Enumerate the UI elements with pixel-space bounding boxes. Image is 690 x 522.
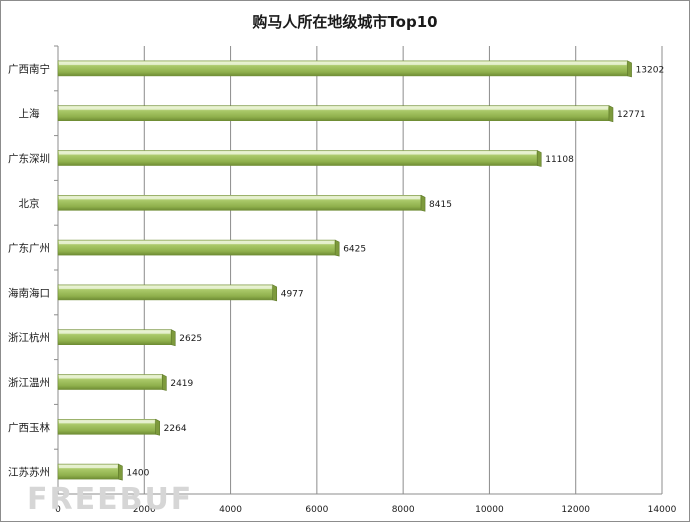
bar <box>57 463 123 481</box>
bar <box>57 150 542 167</box>
bar-highlight <box>59 285 272 289</box>
data-label: 2419 <box>170 379 193 389</box>
bar-highlight <box>59 241 335 245</box>
data-label: 1400 <box>126 469 149 479</box>
label-layer: 广西南宁 13202 上海 12771 广东深圳 11108 北京 8415 广东广州 6425 海… <box>8 62 664 478</box>
bar-highlight <box>59 420 155 424</box>
bar-end-cap <box>536 150 542 167</box>
x-tick-label: 14000 <box>648 505 677 515</box>
bar-end-cap <box>334 239 340 257</box>
category-label: 广东深圳 <box>8 152 50 165</box>
data-label: 12771 <box>617 110 646 120</box>
bar-highlight <box>59 151 537 155</box>
bar-end-cap <box>118 463 123 481</box>
bar <box>57 418 160 436</box>
x-tick-label: 6000 <box>305 505 328 515</box>
data-label: 6425 <box>343 245 366 255</box>
bar <box>57 239 340 257</box>
bar <box>57 284 278 302</box>
bar-end-cap <box>170 329 176 347</box>
bar-layer <box>57 60 632 481</box>
x-tick-label: 10000 <box>475 505 504 515</box>
data-label: 11108 <box>545 155 574 165</box>
x-tick-label: 0 <box>55 505 61 515</box>
bar <box>57 194 426 212</box>
data-label: 8415 <box>429 200 452 210</box>
bar-highlight <box>59 375 162 379</box>
bar-highlight <box>59 106 608 110</box>
category-label: 江苏苏州 <box>8 466 50 479</box>
bar-end-cap <box>162 374 167 391</box>
axis-layer: 0 2000 4000 6000 8000 10000 12000 14000 <box>54 45 677 515</box>
bar-end-cap <box>420 194 426 212</box>
data-label: 13202 <box>636 65 665 75</box>
category-label: 广东广州 <box>8 242 50 255</box>
x-tick-label: 4000 <box>219 505 242 515</box>
bar-highlight <box>59 330 171 334</box>
data-label: 4977 <box>281 289 304 299</box>
category-label: 浙江温州 <box>8 377 50 389</box>
bar <box>57 374 167 391</box>
category-label: 广西南宁 <box>8 62 50 75</box>
category-label: 海南海口 <box>8 286 50 299</box>
watermark-logo: FREEBUF <box>27 482 193 517</box>
category-label: 北京 <box>19 197 40 210</box>
bar-end-cap <box>155 418 160 436</box>
category-label: 浙江杭州 <box>8 331 50 344</box>
bar-highlight <box>59 465 118 469</box>
bar <box>57 329 176 347</box>
chart-title: 购马人所在地级城市Top10 <box>252 13 437 31</box>
bar-highlight <box>59 61 627 65</box>
x-tick-label: 2000 <box>133 505 156 515</box>
bar <box>57 105 614 123</box>
bar <box>57 60 632 78</box>
x-tick-label: 12000 <box>561 505 590 515</box>
data-label: 2264 <box>164 424 187 434</box>
category-label: 上海 <box>19 107 40 120</box>
category-label: 广西玉林 <box>8 421 50 434</box>
x-tick-label: 8000 <box>392 505 415 515</box>
bar-end-cap <box>272 284 278 302</box>
data-label: 2625 <box>179 334 202 344</box>
bar-end-cap <box>608 105 614 123</box>
bar-highlight <box>59 196 421 200</box>
bar-end-cap <box>627 60 632 78</box>
